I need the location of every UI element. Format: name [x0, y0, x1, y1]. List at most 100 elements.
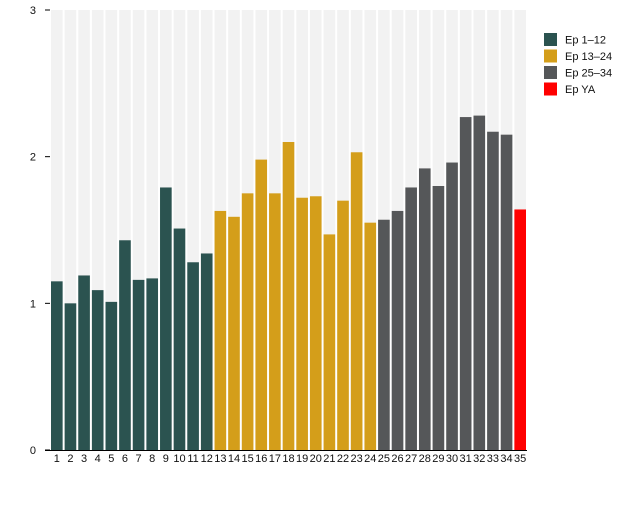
y-tick-label: 3: [30, 5, 36, 17]
x-tick-label: 8: [149, 453, 155, 465]
x-tick-label: 2: [67, 453, 73, 465]
x-tick-label: 7: [136, 453, 142, 465]
x-tick-label: 14: [228, 453, 240, 465]
bar-25: [378, 219, 390, 450]
bar-30: [446, 162, 458, 451]
bar-10: [173, 228, 186, 450]
band-background: [323, 10, 336, 450]
band-background: [64, 10, 77, 450]
bar-29: [432, 186, 445, 450]
bar-9: [160, 187, 172, 450]
bar-14: [228, 216, 240, 450]
band-background: [146, 10, 159, 450]
bar-24: [364, 222, 377, 450]
x-axis: 1 2 3 4 5 6 7 8 9 10 11 12 13 14 15 16 17 18 19 20 21 22 23 24 2…: [45, 450, 527, 465]
x-tick-label: 16: [255, 453, 267, 465]
bar-31: [459, 117, 472, 451]
bars: [51, 115, 526, 451]
y-axis: 0 1 2 3: [30, 5, 50, 457]
x-tick-label: 19: [296, 453, 308, 465]
x-tick-label: 35: [514, 453, 526, 465]
bar-4: [91, 290, 104, 450]
bar-12: [200, 253, 213, 450]
x-tick-label: 34: [500, 453, 512, 465]
x-tick-label: 17: [269, 453, 281, 465]
bar-19: [296, 197, 308, 450]
x-tick-label: 9: [163, 453, 169, 465]
bar-35: [514, 209, 526, 450]
bar-21: [323, 234, 336, 450]
bar-1: [51, 281, 63, 450]
x-tick-label: 6: [122, 453, 128, 465]
bar-11: [187, 262, 199, 450]
legend-item: Ep 1–12: [544, 33, 606, 47]
band-background: [132, 10, 145, 450]
legend-label: Ep YA: [565, 84, 596, 96]
x-tick-label: 30: [446, 453, 458, 465]
bar-15: [241, 193, 254, 451]
legend-item: Ep YA: [544, 82, 596, 96]
legend-swatch: [544, 33, 557, 46]
bar-2: [64, 303, 77, 450]
bar-34: [500, 134, 513, 450]
bar-27: [405, 187, 417, 450]
y-tick-label: 2: [30, 152, 36, 164]
bar-3: [78, 275, 90, 450]
bar-33: [487, 131, 499, 450]
x-tick-label: 21: [323, 453, 335, 465]
x-tick-label: 33: [487, 453, 499, 465]
band-background: [187, 10, 199, 450]
bar-22: [337, 200, 349, 450]
y-tick-label: 1: [30, 298, 36, 310]
x-tick-label: 26: [391, 453, 403, 465]
x-tick-label: 15: [241, 453, 253, 465]
bar-20: [309, 196, 322, 450]
band-background: [91, 10, 104, 450]
x-tick-label: 4: [95, 453, 101, 465]
bar-32: [473, 115, 486, 450]
x-tick-label: 28: [419, 453, 431, 465]
x-tick-label: 10: [173, 453, 185, 465]
band-background: [78, 10, 90, 450]
x-tick-label: 32: [473, 453, 485, 465]
legend-swatch: [544, 82, 557, 96]
legend-item: Ep 25–34: [544, 66, 612, 80]
bar-13: [214, 210, 227, 450]
x-tick-label: 18: [282, 453, 294, 465]
band-background: [51, 10, 63, 450]
x-tick-label: 23: [351, 453, 363, 465]
bar-26: [391, 210, 404, 450]
y-tick-label: 0: [30, 445, 36, 457]
x-tick-label: 31: [460, 453, 472, 465]
x-tick-label: 11: [187, 453, 198, 465]
band-background: [200, 10, 213, 450]
x-tick-label: 5: [108, 453, 114, 465]
band-background: [119, 10, 131, 450]
bar-5: [105, 301, 118, 450]
x-tick-label: 27: [405, 453, 417, 465]
bar-8: [146, 278, 159, 450]
bar-7: [132, 279, 145, 450]
x-tick-label: 29: [432, 453, 444, 465]
legend-label: Ep 1–12: [565, 35, 606, 47]
x-tick-label: 20: [310, 453, 322, 465]
x-tick-label: 12: [201, 453, 213, 465]
x-tick-label: 1: [54, 453, 60, 465]
legend-swatch: [544, 66, 557, 79]
legend-item: Ep 13–24: [544, 49, 612, 63]
x-tick-label: 13: [214, 453, 226, 465]
bar-16: [255, 159, 268, 450]
bar-17: [269, 193, 281, 451]
x-tick-label: 3: [81, 453, 87, 465]
x-tick-label: 22: [337, 453, 349, 465]
x-tick-label: 24: [364, 453, 376, 465]
bar-28: [418, 168, 431, 450]
bar-23: [350, 152, 363, 450]
legend-label: Ep 25–34: [565, 68, 612, 80]
band-background: [105, 10, 118, 450]
legend-label: Ep 13–24: [565, 51, 612, 63]
x-tick-label: 25: [378, 453, 390, 465]
bar-18: [282, 142, 295, 450]
legend: Ep 1–12 Ep 13–24 Ep 25–34 Ep YA: [544, 33, 612, 96]
